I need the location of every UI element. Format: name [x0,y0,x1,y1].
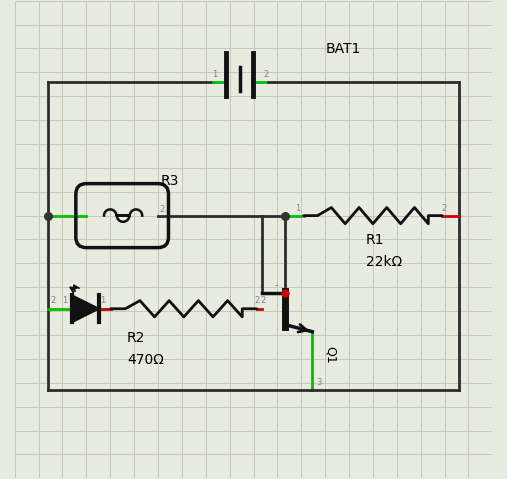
Text: 22kΩ: 22kΩ [366,255,402,269]
Text: 2: 2 [51,296,56,305]
Text: 3: 3 [316,378,321,387]
Text: BAT1: BAT1 [325,42,360,56]
Text: 2: 2 [261,296,266,305]
Text: R2: R2 [127,331,146,345]
Text: 2: 2 [263,70,268,79]
Text: R1: R1 [366,233,384,247]
Text: 470Ω: 470Ω [127,353,164,367]
Text: 2: 2 [159,205,164,214]
Text: 2: 2 [441,204,447,213]
Text: 1: 1 [100,296,105,305]
Polygon shape [72,296,99,322]
Text: 1: 1 [62,296,68,305]
Text: 1: 1 [295,204,300,213]
Text: 1: 1 [212,70,218,79]
Text: 2: 2 [255,296,260,305]
Text: Q1: Q1 [324,346,337,364]
Text: R3: R3 [160,173,179,188]
Text: -: - [274,280,277,290]
